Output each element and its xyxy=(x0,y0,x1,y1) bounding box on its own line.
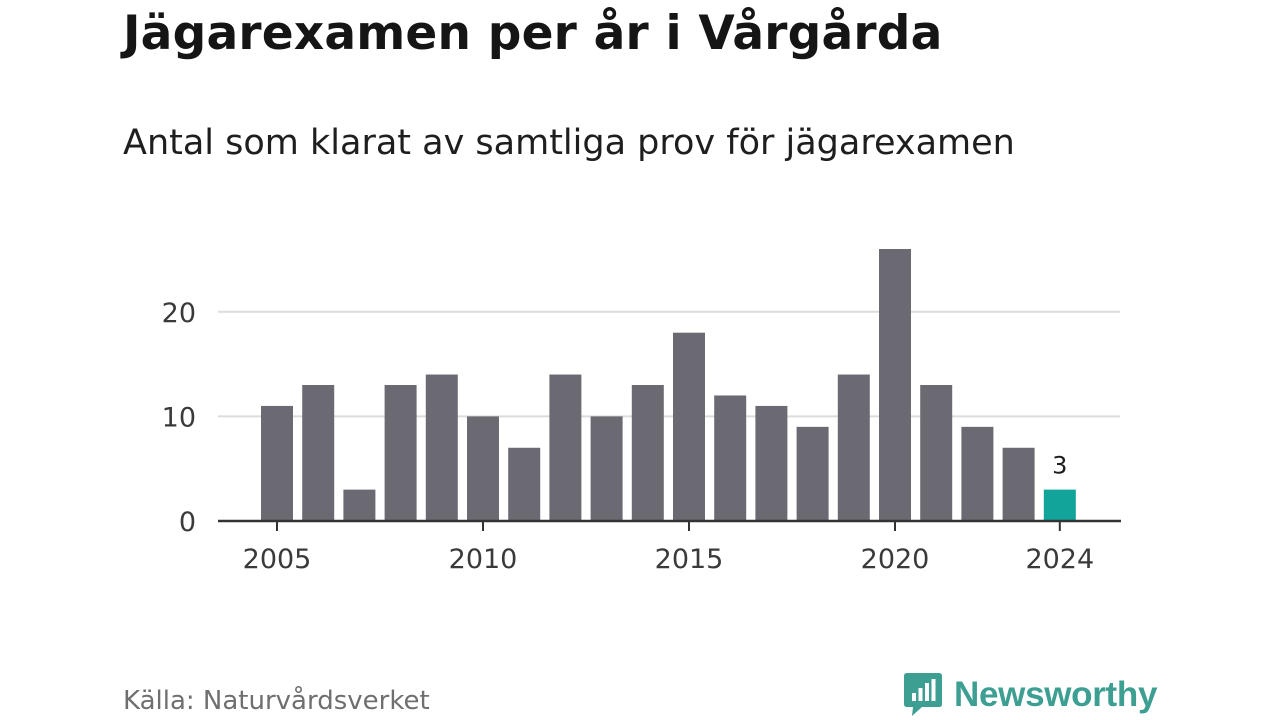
brand-name: Newsworthy xyxy=(954,675,1158,714)
bar-2012 xyxy=(549,374,582,521)
x-tick-label-2010: 2010 xyxy=(449,544,518,575)
bar-2015 xyxy=(673,332,705,521)
bar-2007 xyxy=(343,489,376,521)
data-labels: 3 xyxy=(1052,452,1067,480)
x-axis xyxy=(218,519,1121,531)
bar-2006 xyxy=(302,385,335,521)
x-tick-label-2020: 2020 xyxy=(861,544,930,575)
y-axis-tick-labels: 0 10 20 xyxy=(162,298,196,538)
bar-2013 xyxy=(590,416,623,521)
bar-2019 xyxy=(837,374,870,521)
bar-2018 xyxy=(796,426,829,521)
bar-2011 xyxy=(508,447,541,521)
bar-2009 xyxy=(425,374,458,521)
chart-title: Jägarexamen per år i Vårgårda xyxy=(123,6,943,61)
x-tick-label-2005: 2005 xyxy=(243,544,312,575)
y-tick-label-20: 20 xyxy=(162,298,196,329)
chart-subtitle: Antal som klarat av samtliga prov för jä… xyxy=(123,123,1015,163)
bar-chart-speech-bubble-icon xyxy=(904,673,942,716)
bar-2016 xyxy=(714,395,747,521)
bar-2023 xyxy=(1002,447,1035,521)
bar-2017 xyxy=(755,405,788,521)
gridlines xyxy=(218,310,1120,418)
bar-2005 xyxy=(261,405,293,521)
x-tick-label-2024: 2024 xyxy=(1025,544,1094,575)
bar-2014 xyxy=(631,385,664,521)
bar-2008 xyxy=(384,385,417,521)
source-note: Källa: Naturvårdsverket xyxy=(123,686,430,716)
y-tick-label-0: 0 xyxy=(179,507,196,538)
x-tick-label-2015: 2015 xyxy=(655,544,724,575)
bar-2022 xyxy=(961,426,994,521)
bar-2021 xyxy=(920,385,953,521)
bars xyxy=(261,249,1076,521)
bar-2024 xyxy=(1043,489,1076,521)
bar-2020 xyxy=(879,249,911,521)
y-tick-label-10: 10 xyxy=(162,402,196,433)
data-label-2024: 3 xyxy=(1052,452,1067,480)
brand-logo: Newsworthy xyxy=(902,671,1157,719)
bar-2010 xyxy=(467,416,499,521)
x-axis-tick-labels: 2005 2010 2015 2020 2024 xyxy=(243,544,1095,575)
